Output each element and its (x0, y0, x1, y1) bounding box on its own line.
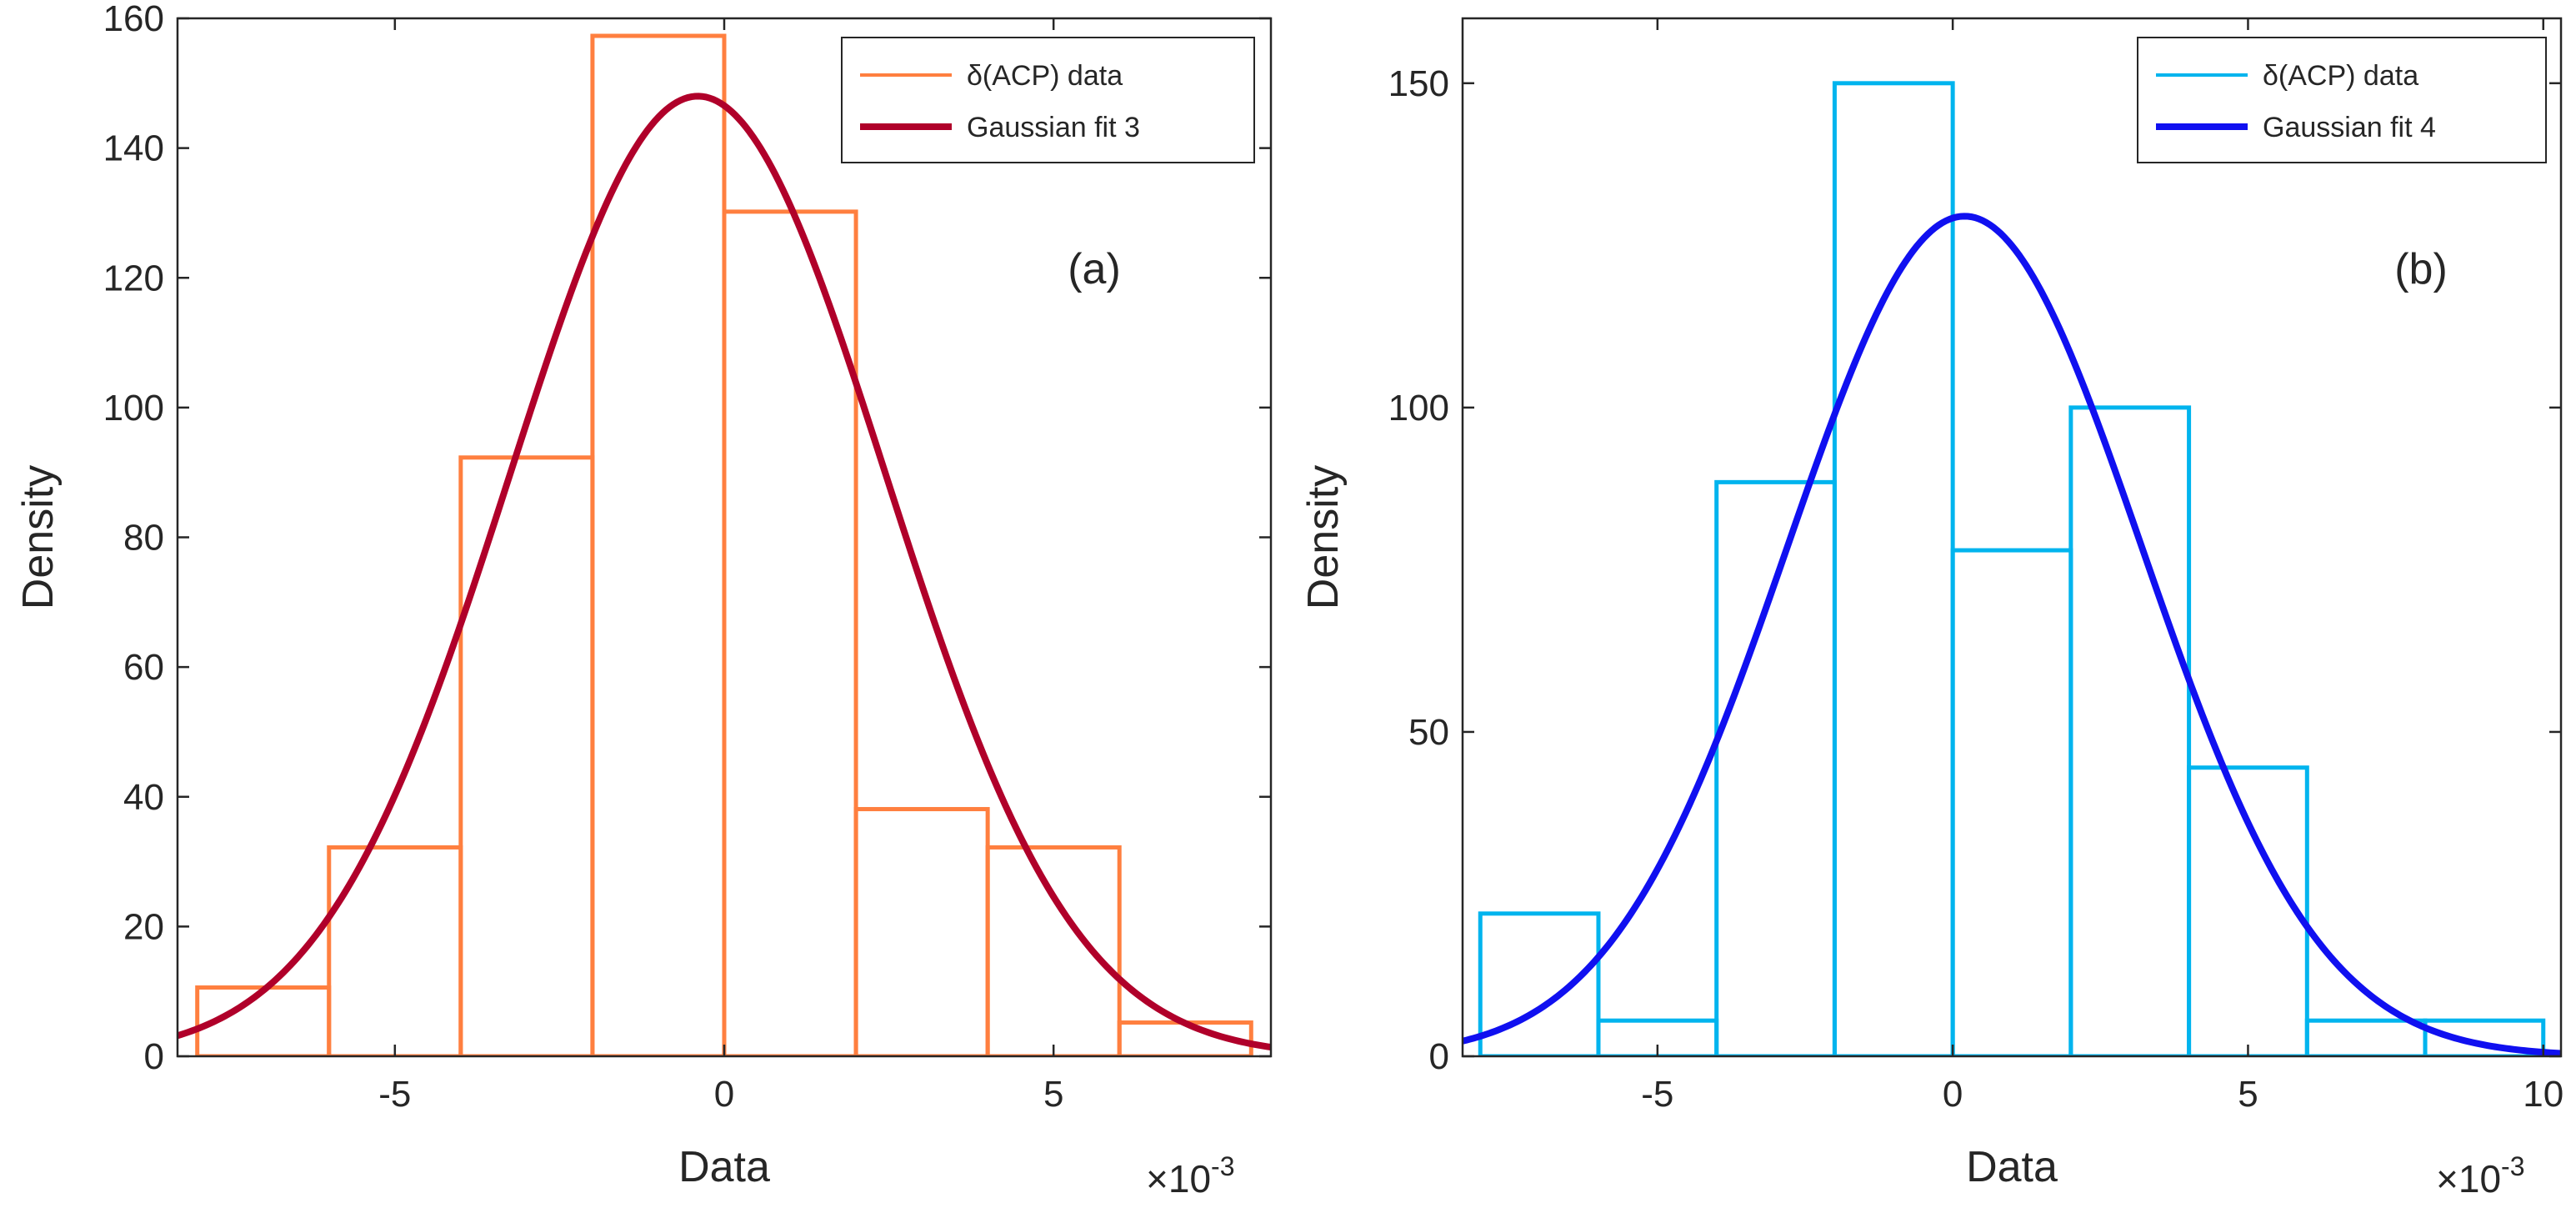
legend-entry-label: Gaussian fit 4 (2263, 112, 2436, 143)
exponent-base: 10 (1168, 1157, 1211, 1200)
x-axis-label: Data (1966, 1143, 2058, 1191)
histogram-bar (1950, 548, 2073, 1056)
x-tick-label: -5 (378, 1074, 411, 1115)
y-tick-label: 60 (123, 647, 164, 688)
legend-entry-label: δ(ACP) data (2263, 60, 2418, 92)
exponent-base: 10 (2458, 1157, 2501, 1200)
legend-box (2137, 37, 2547, 163)
y-tick-label: 160 (103, 0, 164, 39)
y-tick-label: 120 (103, 258, 164, 298)
y-axis-label: Density (1299, 465, 1348, 609)
x-tick-label: 5 (1043, 1074, 1063, 1115)
legend-entry-label: Gaussian fit 3 (967, 112, 1140, 143)
histogram-bar (2187, 765, 2309, 1056)
legend-box (841, 37, 1255, 163)
x-axis-label: Data (678, 1143, 770, 1191)
histogram-bar (327, 845, 463, 1056)
axes-box (1461, 17, 2563, 1058)
x-tick-label: 5 (2238, 1074, 2258, 1115)
y-tick-label: 140 (103, 128, 164, 169)
legend: δ(ACP) data Gaussian fit 4 (2137, 37, 2547, 163)
x-exponent-multiplier: ×10-3 (1146, 1151, 1235, 1200)
y-tick-label: 50 (1408, 712, 1449, 753)
y-tick-label: 40 (123, 777, 164, 818)
panel-label: (b) (2394, 245, 2448, 293)
histogram-bar (2304, 1018, 2428, 1056)
times-sign: × (2436, 1157, 2458, 1200)
y-tick-label: 20 (123, 906, 164, 947)
y-tick-label: 80 (123, 518, 164, 559)
histogram-bar (722, 209, 858, 1056)
panel-a: -5 0 5 0 20 40 60 80 100 120 140 160 Data Density ×10-… (14, 0, 1273, 1200)
x-tick-label: 10 (2523, 1074, 2563, 1115)
y-tick-label: 100 (103, 388, 164, 429)
x-tick-label: 0 (714, 1074, 734, 1115)
histogram-bar (985, 845, 1122, 1056)
y-tick-label: 0 (1429, 1036, 1449, 1077)
histogram-bar (2068, 405, 2192, 1056)
x-tick-label: -5 (1641, 1074, 1673, 1115)
x-tick-label: 0 (1943, 1074, 1963, 1115)
gaussian-fit-curve (178, 93, 1271, 1051)
times-sign: × (1146, 1157, 1168, 1200)
exponent-power: -3 (1211, 1151, 1234, 1181)
histogram-bars (1478, 81, 2546, 1056)
histogram-bar (2423, 1018, 2546, 1056)
legend: δ(ACP) data Gaussian fit 3 (841, 37, 1255, 163)
histogram-bars (195, 33, 1253, 1056)
y-tick-label: 100 (1388, 388, 1449, 429)
histogram-bar (1714, 479, 1837, 1056)
histogram-bar (853, 807, 990, 1056)
y-tick-label: 150 (1388, 63, 1449, 104)
legend-entry-label: δ(ACP) data (967, 60, 1123, 92)
exponent-power: -3 (2501, 1151, 2524, 1181)
gaussian-fit-curve (1463, 213, 2561, 1056)
x-exponent-multiplier: ×10-3 (2436, 1151, 2525, 1200)
histogram-bar (458, 455, 595, 1056)
panel-label: (a) (1068, 245, 1121, 293)
histogram-bar (1478, 911, 1601, 1056)
panel-b: -5 0 5 10050100150DataDensity×10-3(b)δ(ACP)… (1299, 17, 2563, 1200)
y-tick-label: 0 (144, 1036, 164, 1077)
y-axis-label: Density (14, 465, 63, 609)
